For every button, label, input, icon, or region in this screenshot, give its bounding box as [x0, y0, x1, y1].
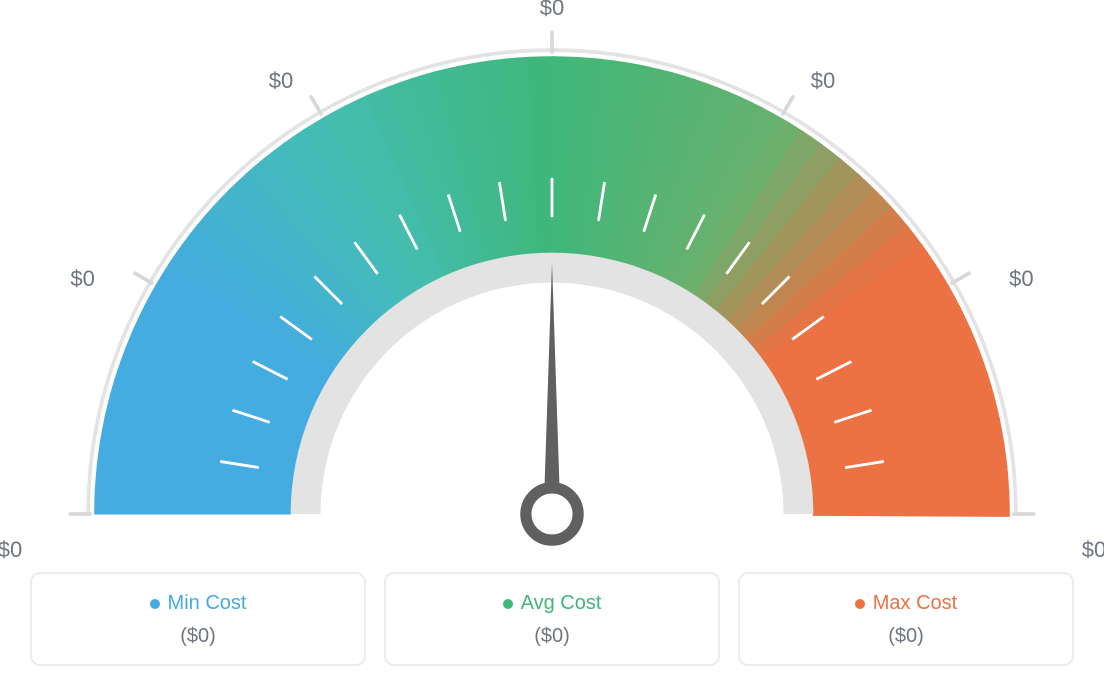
gauge-svg — [22, 10, 1082, 570]
legend-label: Min Cost — [168, 592, 247, 615]
legend-card-min: Min Cost ($0) — [30, 572, 366, 666]
legend-value-avg: ($0) — [396, 625, 708, 648]
legend-card-avg: Avg Cost ($0) — [384, 572, 720, 666]
legend-label: Max Cost — [873, 592, 957, 615]
gauge-tick-label: $0 — [0, 537, 22, 563]
legend-card-max: Max Cost ($0) — [738, 572, 1074, 666]
legend-label: Avg Cost — [521, 592, 602, 615]
gauge-tick-label: $0 — [540, 0, 564, 21]
gauge-tick-label: $0 — [811, 68, 835, 94]
legend-value-max: ($0) — [750, 625, 1062, 648]
cost-gauge-container: $0 $0 $0 $0 $0 $0 $0 Min Cost ($0) Avg Cost ($… — [0, 0, 1104, 690]
gauge-tick-label: $0 — [70, 266, 94, 292]
legend-title-avg: Avg Cost — [503, 592, 602, 615]
gauge-tick-label: $0 — [1009, 266, 1033, 292]
legend-title-min: Min Cost — [150, 592, 247, 615]
dot-icon — [503, 599, 513, 609]
gauge-tick-label: $0 — [1082, 537, 1104, 563]
dot-icon — [150, 599, 160, 609]
legend-title-max: Max Cost — [855, 592, 957, 615]
dot-icon — [855, 599, 865, 609]
gauge-wrap: $0$0$0$0$0$0$0 — [22, 10, 1082, 570]
legend-row: Min Cost ($0) Avg Cost ($0) Max Cost ($0… — [30, 572, 1074, 666]
legend-value-min: ($0) — [42, 625, 354, 648]
gauge-tick-label: $0 — [269, 68, 293, 94]
